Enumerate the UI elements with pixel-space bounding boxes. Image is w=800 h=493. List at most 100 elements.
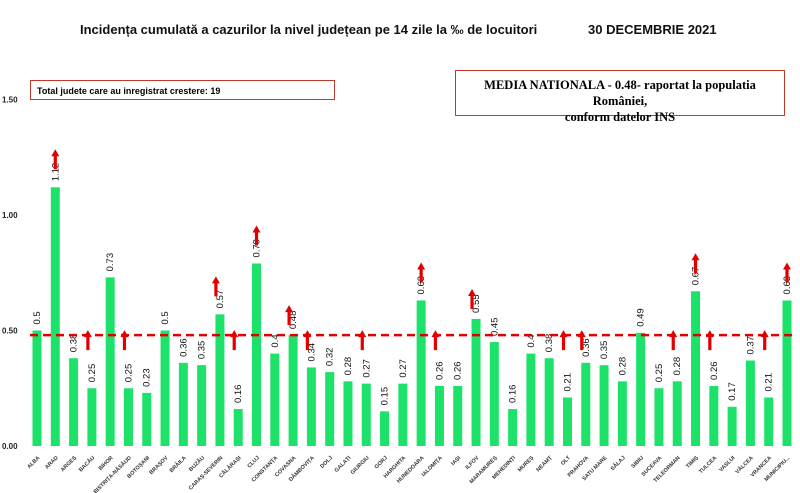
data-label: 0.38 bbox=[69, 334, 80, 353]
data-label: 0.5 bbox=[32, 311, 43, 324]
data-label: 0.27 bbox=[361, 359, 372, 378]
bar bbox=[489, 342, 499, 446]
x-tick-label: CLUJ bbox=[247, 455, 261, 469]
x-tick-label: TULCEA bbox=[698, 455, 718, 475]
x-tick-label: MUREȘ bbox=[517, 455, 536, 474]
increase-arrow-icon bbox=[120, 330, 129, 351]
increase-arrow-icon bbox=[669, 330, 678, 351]
increase-arrow-icon bbox=[358, 330, 367, 351]
data-label: 0.27 bbox=[398, 359, 409, 378]
x-tick-label: BRĂILA bbox=[168, 454, 188, 474]
increase-arrow-icon bbox=[705, 330, 714, 351]
data-label: 0.26 bbox=[453, 361, 464, 380]
data-label: 0.28 bbox=[343, 357, 354, 376]
data-label: 0.63 bbox=[782, 276, 793, 295]
data-label: 0.36 bbox=[178, 338, 189, 357]
bar bbox=[233, 409, 243, 446]
bar bbox=[672, 381, 682, 446]
data-label: 0.25 bbox=[654, 364, 665, 383]
data-label: 0.23 bbox=[142, 368, 153, 387]
increase-arrow-icon bbox=[252, 225, 261, 246]
x-tick-label: BUZĂU bbox=[187, 454, 206, 473]
increase-arrow-icon bbox=[51, 149, 60, 170]
data-label: 0.79 bbox=[252, 239, 263, 258]
bar bbox=[380, 411, 390, 446]
data-label: 0.25 bbox=[87, 364, 98, 383]
bar bbox=[508, 409, 518, 446]
x-tick-label: DOLJ bbox=[319, 455, 334, 470]
data-label: 0.4 bbox=[270, 334, 281, 347]
data-label: 0.15 bbox=[380, 387, 391, 406]
bar bbox=[581, 362, 591, 446]
bar bbox=[636, 332, 646, 446]
data-label: 0.26 bbox=[434, 361, 445, 380]
increase-arrow-icon bbox=[230, 330, 239, 351]
data-label: 0.26 bbox=[709, 361, 720, 380]
bar bbox=[142, 392, 152, 446]
bar bbox=[544, 358, 554, 446]
national-average-line2: conform datelor INS bbox=[564, 110, 676, 124]
data-label: 0.34 bbox=[306, 343, 317, 362]
data-label: 0.55 bbox=[471, 294, 482, 313]
data-label: 0.49 bbox=[636, 308, 647, 327]
data-label: 0.21 bbox=[764, 373, 775, 392]
bar bbox=[215, 314, 225, 446]
x-tick-label: TIMIȘ bbox=[685, 455, 700, 470]
increase-arrow-icon bbox=[431, 330, 440, 351]
bar bbox=[691, 291, 701, 446]
bar bbox=[69, 358, 79, 446]
x-tick-label: GORJ bbox=[374, 455, 389, 470]
data-label: 0.35 bbox=[599, 341, 610, 360]
data-label: 0.28 bbox=[672, 357, 683, 376]
x-tick-label: NEAMȚ bbox=[536, 455, 555, 474]
increase-arrow-icon bbox=[783, 262, 791, 283]
bar bbox=[87, 388, 97, 446]
data-label: 0.17 bbox=[727, 382, 738, 401]
increase-arrow-icon bbox=[559, 330, 568, 351]
data-label: 0.63 bbox=[416, 276, 427, 295]
y-tick-label: 1.50 bbox=[2, 96, 18, 105]
data-label: 0.32 bbox=[325, 348, 336, 367]
x-tick-label: GIURGIU bbox=[350, 455, 371, 476]
bar bbox=[398, 383, 408, 446]
x-tick-label: SIBIU bbox=[630, 455, 645, 470]
bar bbox=[343, 381, 353, 446]
increase-count-text: Total judete care au inregistrat crester… bbox=[37, 86, 221, 96]
data-label: 0.5 bbox=[160, 311, 171, 324]
x-tick-label: ARAD bbox=[44, 455, 59, 470]
bar bbox=[526, 353, 536, 446]
increase-arrow-icon bbox=[760, 330, 769, 351]
data-label: 0.25 bbox=[123, 364, 134, 383]
increase-arrow-icon bbox=[691, 253, 700, 274]
bar bbox=[252, 263, 262, 446]
increase-arrow-icon bbox=[417, 262, 426, 283]
bar bbox=[764, 397, 774, 446]
increase-arrow-icon bbox=[83, 330, 92, 351]
data-label: 1.12 bbox=[50, 163, 61, 182]
bar bbox=[562, 397, 572, 446]
chart-date: 30 DECEMBRIE 2021 bbox=[588, 22, 717, 37]
data-label: 0.37 bbox=[745, 336, 756, 355]
y-tick-label: 0.00 bbox=[2, 442, 18, 451]
bar bbox=[197, 365, 207, 446]
x-tick-label: SĂLAJ bbox=[609, 454, 627, 472]
bar bbox=[782, 300, 792, 446]
bar bbox=[654, 388, 664, 446]
x-tick-label: ARGEȘ bbox=[60, 455, 78, 473]
y-tick-label: 0.50 bbox=[2, 327, 18, 336]
bar bbox=[160, 330, 170, 446]
x-tick-label: BACĂU bbox=[77, 454, 96, 473]
bar bbox=[599, 365, 609, 446]
x-tick-label: IAȘI bbox=[450, 455, 462, 467]
national-average-box: MEDIA NATIONALA - 0.48- raportat la popu… bbox=[455, 70, 785, 124]
bar bbox=[123, 388, 133, 446]
increase-arrow-icon bbox=[285, 305, 294, 326]
bar bbox=[617, 381, 627, 446]
data-label: 0.21 bbox=[562, 373, 573, 392]
increase-count-box: Total judete care au inregistrat crester… bbox=[30, 80, 335, 100]
data-label: 0.38 bbox=[544, 334, 555, 353]
data-label: 0.45 bbox=[489, 318, 500, 337]
data-label: 0.16 bbox=[233, 385, 244, 404]
